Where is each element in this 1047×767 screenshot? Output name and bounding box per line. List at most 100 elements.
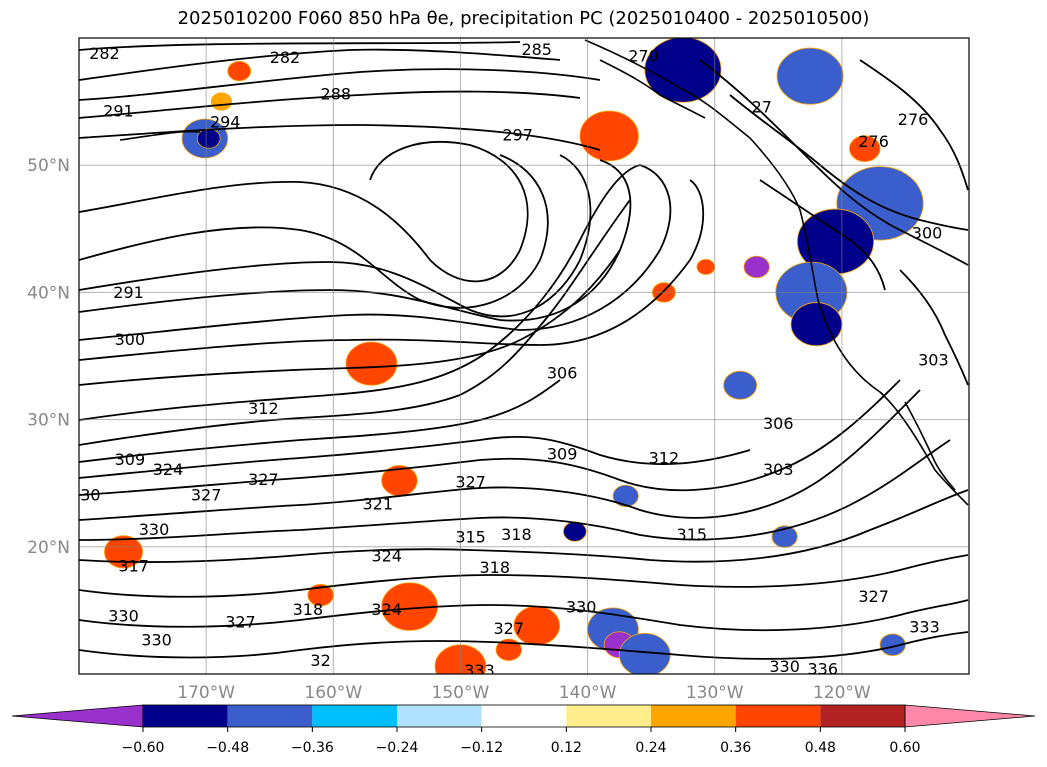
colorbar-tick-label: −0.24 [376,740,419,756]
contour-label: 300 [115,330,146,349]
precipitation-area [612,484,639,508]
contour-label: 315 [455,527,486,546]
contour-label: 318 [293,600,324,619]
precipitation-area [196,128,221,149]
contour-label: 336 [808,660,839,679]
colorbar-segment [820,705,905,727]
theta-e-contours [79,41,969,660]
precipitation-area [227,60,252,82]
contour-label: 333 [909,618,940,637]
contour-line [859,59,969,191]
colorbar-tick-label: −0.60 [122,740,165,756]
contour-label: 309 [547,445,578,464]
contour-label: 32 [310,651,330,670]
contour-label: 324 [371,600,402,619]
x-tick-label: 140°W [559,683,617,703]
y-tick-label: 30°N [27,411,70,431]
contour-line [79,439,951,541]
precipitation-area [579,110,639,162]
colorbar-segment [651,705,736,727]
contour-line [79,389,921,521]
contour-line [79,199,631,446]
contour-label: 327 [191,485,222,504]
coastline-baja [904,401,956,491]
contour-label: 306 [547,363,578,382]
colorbar-segment [312,705,397,727]
contour-line [79,68,601,101]
colorbar-tick-label: 0.48 [805,740,836,756]
y-tick-label: 40°N [27,283,70,303]
contour-label: 270 [628,47,659,66]
precipitation-area [618,632,671,674]
contour-label: 288 [321,85,352,104]
colorbar-tick-label: 0.24 [635,740,666,756]
contour-label: 300 [912,223,943,242]
contour-label: 324 [153,460,184,479]
contour-label: 294 [210,113,241,132]
contour-line [699,59,969,266]
colorbar-extend-min [11,704,144,728]
precipitation-area [696,258,716,275]
contour-line [79,90,581,119]
contour-label: 327 [225,613,256,632]
contour-label: 282 [270,48,301,67]
contour-line [79,599,969,632]
contour-line [79,249,621,386]
contour-label: 318 [479,558,510,577]
coastline-north-america [584,39,969,506]
x-tick-label: 120°W [813,683,871,703]
gridlines [79,38,969,674]
coastline-alaska-islands [599,59,706,119]
colorbar-outline [142,704,906,728]
x-tick-label: 170°W [177,683,235,703]
colorbar-segment [143,705,228,727]
contour-line [79,164,672,341]
x-axis-tick-labels: 170°W 160°W 150°W 140°W 130°W 120°W [177,683,871,703]
precipitation-area [210,92,232,111]
precipitation-area [776,47,844,105]
colorbar-tick-label: 0.12 [551,740,582,756]
coastline-layer [119,39,969,506]
contour-line [79,154,549,309]
precipitation-layer [104,38,924,674]
contour-label: 285 [521,40,552,59]
contour-label: 327 [455,473,486,492]
colorbar-extend-max [904,704,1036,728]
contour-label: 327 [493,619,524,638]
colorbar-segment [397,705,482,727]
contour-label: 321 [363,494,394,513]
colorbar-tick-label: −0.36 [291,740,334,756]
precipitation-area [879,633,906,656]
contour-line [79,164,641,421]
contour-line [79,141,529,283]
precipitation-area [743,255,770,279]
contour-line [79,489,969,563]
map-frame [78,37,970,675]
x-tick-label: 130°W [686,683,744,703]
coastline-aleutians [119,130,201,141]
colorbar-segment [481,705,567,727]
contour-line [79,379,561,463]
contour-label: 312 [248,399,279,418]
contour-label: 333 [464,661,495,680]
contour-label: 312 [649,449,680,468]
contour-label: 27 [752,97,772,116]
contour-label: 330 [566,597,597,616]
contour-label: 291 [113,283,144,302]
colorbar-tick-label: 0.60 [889,740,920,756]
contour-label: 330 [108,606,139,625]
contour-line [729,94,969,231]
contour-label: 317 [118,557,149,576]
y-axis-tick-labels: 20°N 30°N 40°N 50°N [27,156,70,558]
contour-label: 330 [769,657,800,676]
colorbar-tick-label: −0.12 [460,740,503,756]
colorbar-segment [735,705,821,727]
y-tick-label: 50°N [27,156,70,176]
contour-line [79,435,751,479]
contour-line [899,269,969,386]
x-tick-label: 160°W [304,683,362,703]
contour-labels: 282 282 285 288 291 294 297 270 27 276 276 300 291 30… [80,40,948,680]
colorbar-tick-label: −0.48 [206,740,249,756]
contour-label: 318 [501,525,532,544]
